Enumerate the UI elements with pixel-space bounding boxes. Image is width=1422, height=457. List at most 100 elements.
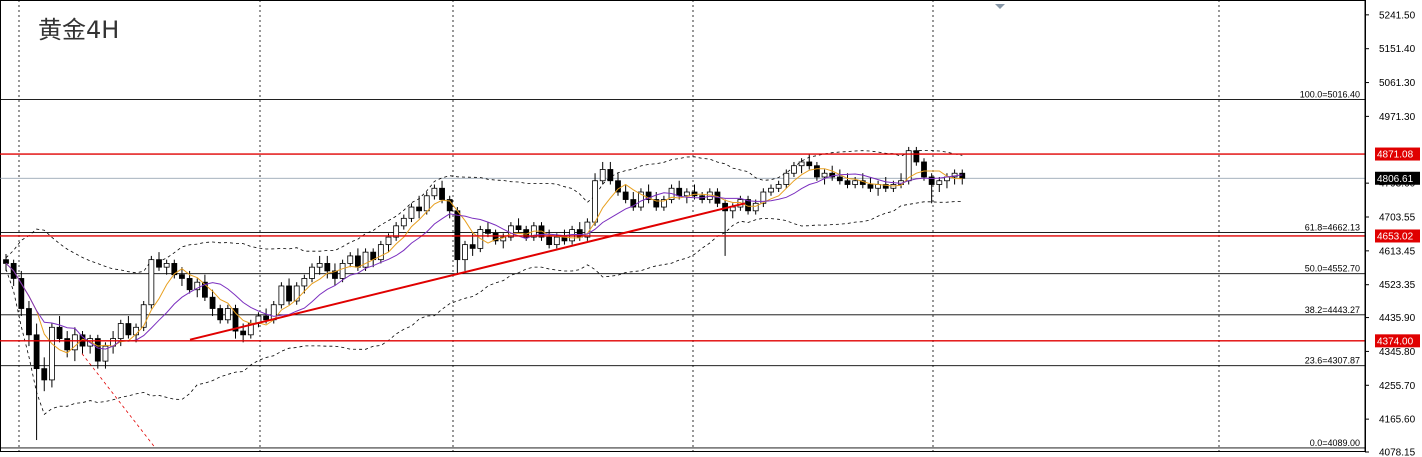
level-price-tag: 4871.08: [1375, 147, 1420, 161]
candle-body: [41, 368, 48, 381]
candle-body: [125, 323, 132, 336]
candle: [584, 218, 591, 241]
candle: [26, 300, 32, 347]
current-price-tag-text: 4806.61: [1377, 174, 1414, 185]
candle: [462, 240, 468, 271]
candle-body: [431, 187, 438, 197]
candle-body: [462, 244, 468, 261]
candle: [148, 255, 155, 309]
candle: [867, 176, 874, 193]
candle: [791, 161, 797, 177]
candle-body: [201, 281, 208, 298]
candle: [798, 158, 805, 174]
candle: [377, 240, 384, 264]
candle-body: [26, 308, 32, 336]
dotted-trend-line: [81, 353, 156, 448]
axis-tick-label: 4165.60: [1379, 415, 1416, 426]
candle: [431, 184, 438, 200]
candle-body: [286, 285, 292, 302]
candle-body: [408, 206, 415, 219]
candle-body: [393, 225, 400, 238]
upper-band: [5, 150, 963, 274]
lower-band: [5, 200, 963, 415]
candle: [446, 195, 453, 219]
support-resistance-levels: [0, 153, 1365, 342]
envelope-bands: [5, 150, 963, 415]
candle: [339, 259, 346, 283]
level-price-tag-text: 4653.02: [1377, 231, 1414, 242]
level-price-tag-bg: [1375, 334, 1420, 348]
candle: [454, 207, 461, 275]
axis-tick-label: 4523.35: [1379, 280, 1416, 291]
candle: [768, 184, 774, 196]
candle-body: [913, 150, 920, 163]
candle: [370, 248, 377, 268]
candle-body: [439, 187, 445, 200]
candle-body: [806, 161, 813, 167]
candle-body: [240, 330, 247, 336]
candle: [400, 214, 407, 230]
candle: [416, 195, 423, 219]
candle: [18, 270, 25, 317]
candle-body: [607, 169, 614, 182]
candle-body: [469, 244, 476, 249]
candle: [201, 274, 208, 301]
candle-body: [867, 184, 874, 189]
candle: [836, 169, 843, 185]
chart-title: 黄金4H: [38, 16, 120, 44]
candle-body: [775, 184, 782, 189]
candle: [362, 248, 369, 271]
candle-body: [186, 278, 193, 291]
candle: [959, 169, 966, 185]
candle: [783, 169, 790, 189]
candle-body: [576, 229, 583, 238]
candle: [469, 233, 476, 256]
candle: [224, 304, 231, 324]
candle: [156, 252, 162, 271]
candle: [913, 146, 920, 166]
candle: [875, 180, 881, 196]
axis-tick-label: 4078.15: [1379, 448, 1416, 457]
candle-body: [148, 259, 155, 306]
uptrend-line: [189, 202, 746, 341]
candle-body: [492, 232, 499, 242]
moving-averages: [5, 168, 963, 354]
candle-body: [836, 176, 843, 182]
ma-slow-line: [5, 173, 963, 350]
candle-body: [645, 191, 652, 200]
candle: [485, 222, 491, 238]
candle-body: [446, 199, 453, 212]
candle: [71, 327, 78, 362]
current-price-tag: 4806.61: [1375, 171, 1420, 185]
axis-tick-label: 4345.80: [1379, 347, 1416, 358]
fib-label: 38.2=4443.27: [1305, 305, 1360, 315]
candle-body: [416, 206, 423, 212]
candle-body: [324, 263, 331, 272]
candle: [775, 180, 782, 193]
candle-body: [278, 285, 285, 306]
axis-tick-label: 5241.50: [1379, 10, 1416, 21]
candle-body: [768, 187, 774, 193]
candle: [408, 203, 415, 223]
ma-fast-line: [5, 168, 963, 354]
candle: [752, 199, 759, 215]
candle-body: [661, 199, 667, 208]
fib-label: 100.0=5016.40: [1300, 89, 1360, 99]
candle: [232, 304, 239, 339]
candle-body: [339, 263, 346, 279]
candle: [102, 342, 109, 369]
candle: [209, 289, 216, 317]
candle-body: [485, 229, 491, 234]
candle-body: [653, 199, 660, 208]
candle-body: [791, 165, 797, 174]
candle: [179, 267, 185, 286]
candle-body: [18, 278, 25, 309]
axis-tick-label: 4255.70: [1379, 381, 1416, 392]
candle-body: [194, 281, 201, 291]
level-price-tag: 4653.02: [1375, 229, 1420, 243]
candle-body: [263, 315, 270, 321]
candle-body: [515, 225, 522, 230]
candle-body: [332, 270, 338, 279]
candle: [898, 173, 904, 189]
